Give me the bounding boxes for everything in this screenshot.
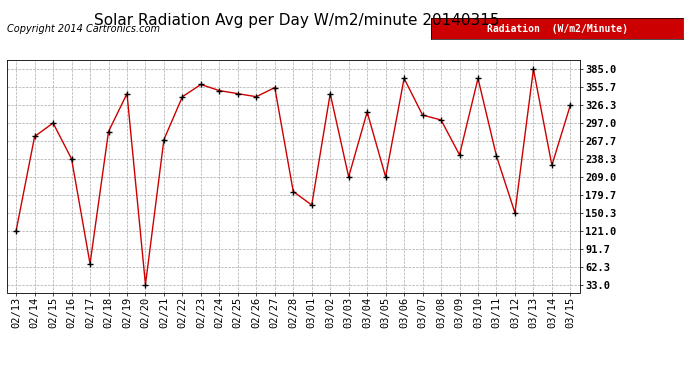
Text: Radiation  (W/m2/Minute): Radiation (W/m2/Minute) bbox=[486, 24, 628, 33]
Text: Solar Radiation Avg per Day W/m2/minute 20140315: Solar Radiation Avg per Day W/m2/minute … bbox=[94, 13, 500, 28]
Text: Copyright 2014 Cartronics.com: Copyright 2014 Cartronics.com bbox=[7, 24, 160, 34]
